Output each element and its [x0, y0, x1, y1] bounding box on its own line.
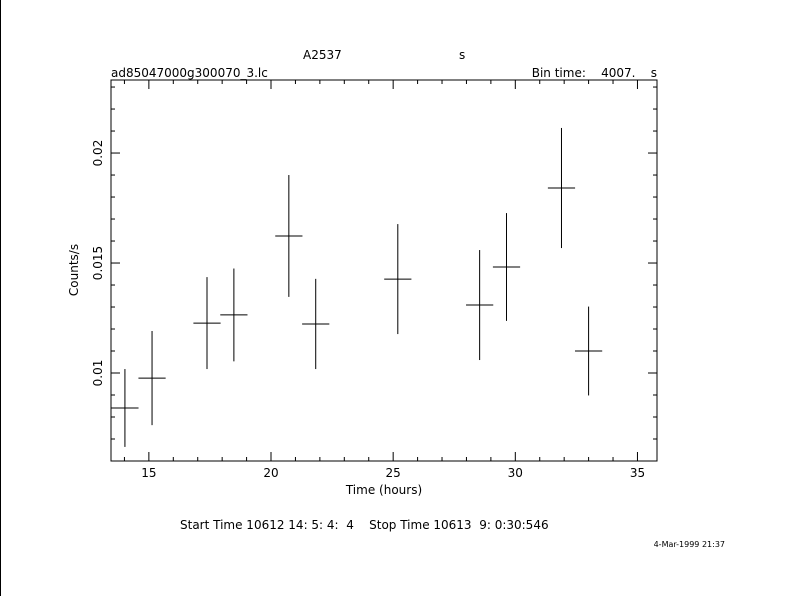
x-tick-label: 30	[508, 466, 523, 480]
x-tick-label: 35	[630, 466, 645, 480]
bin-time: Bin time: 4007. s	[532, 66, 657, 80]
x-axis-label: Time (hours)	[345, 483, 422, 497]
title-unit: s	[459, 48, 465, 62]
chart-title: A2537	[303, 48, 342, 62]
plot-frame	[110, 79, 658, 462]
y-tick-label: 0.02	[91, 140, 105, 167]
x-tick-label: 15	[141, 466, 156, 480]
date: 4-Mar-1999 21:37	[654, 540, 725, 549]
x-tick-label: 25	[386, 466, 401, 480]
y-tick-label: 0.015	[91, 246, 105, 280]
footer: Start Time 10612 14: 5: 4: 4 Stop Time 1…	[180, 518, 549, 532]
y-axis-label: Counts/s	[67, 244, 81, 296]
y-tick-label: 0.01	[91, 360, 105, 387]
subtitle: ad85047000g300070_3.lc	[111, 66, 268, 80]
x-tick-label: 20	[263, 466, 278, 480]
